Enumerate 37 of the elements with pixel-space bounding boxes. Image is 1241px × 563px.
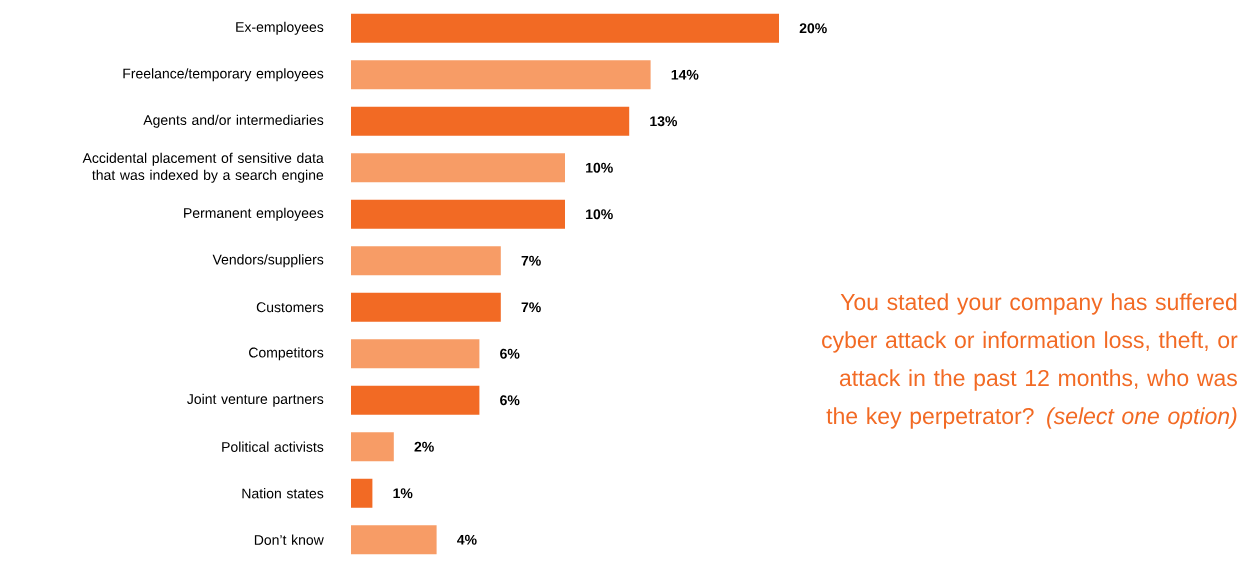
y-tick-label: Customers (256, 302, 324, 313)
data-label: 4% (457, 534, 477, 545)
bar (351, 153, 565, 183)
y-tick-label: Accidental placement of sensitive data that was indexed by a search engine (82, 152, 324, 183)
y-tick-label: Vendors/suppliers (212, 254, 324, 268)
y-tick-label: Freelance/temporary employees (123, 68, 324, 82)
data-label: 6% (500, 348, 520, 359)
bar (351, 60, 651, 90)
data-label: 7% (521, 302, 541, 313)
bar (351, 478, 373, 508)
bar (351, 199, 565, 229)
text: You stated your company has suffered cyber attack or information loss, theft, or attack in the past 12 months, who was the key perpetrator? (select one option) (822, 293, 1238, 429)
data-label: 7% (521, 255, 541, 266)
bar (351, 339, 480, 369)
y-tick-label: Agents and/or intermediaries (143, 114, 324, 128)
y-tick-label: Political activists (222, 441, 324, 452)
bar (351, 292, 501, 322)
data-label: 13% (650, 116, 678, 127)
y-tick-label: Joint venture partners (187, 393, 324, 407)
data-label: 10% (586, 162, 613, 173)
y-tick-label: Nation states (242, 488, 324, 499)
bar (351, 246, 501, 276)
data-label: 6% (500, 395, 520, 406)
data-label: 10% (586, 209, 613, 220)
data-label: 14% (671, 69, 699, 80)
data-label: 2% (414, 441, 434, 452)
bar (351, 525, 437, 555)
data-label: 20% (799, 23, 827, 34)
y-tick-label: Competitors (249, 347, 324, 361)
bar (351, 385, 480, 415)
bar (351, 13, 779, 43)
y-tick-label: Ex-employees (236, 21, 324, 35)
y-tick-label: Permanent employees (184, 207, 324, 221)
bar (351, 432, 394, 462)
y-tick-label: Don’t know (254, 534, 324, 545)
data-label: 1% (393, 488, 413, 499)
bar (351, 106, 630, 136)
